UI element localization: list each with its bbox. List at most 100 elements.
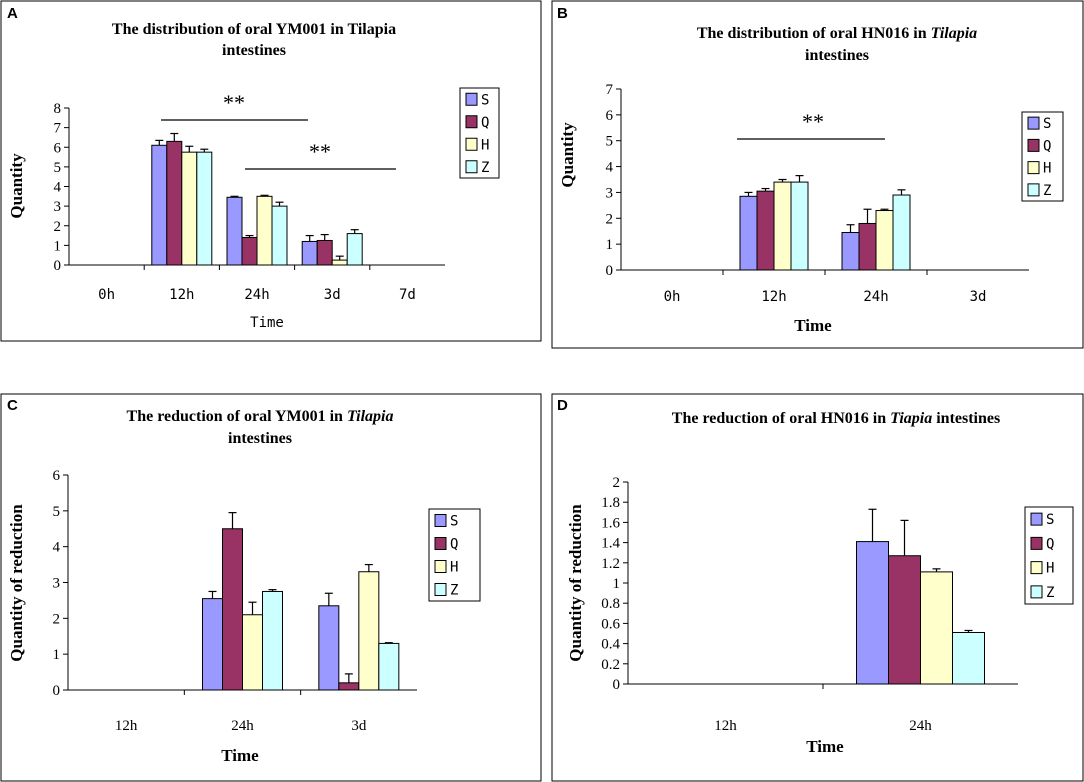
bar-q	[316, 239, 333, 266]
legend-label-z: Z	[481, 160, 489, 176]
legend-swatch-h	[1027, 161, 1040, 175]
legend-label-h: H	[1046, 561, 1054, 577]
x-tick-label: 24h	[244, 287, 269, 303]
legend-label-q: Q	[1043, 138, 1051, 154]
x-axis-label: Time	[221, 746, 259, 765]
panel-label-d: D	[557, 397, 568, 414]
x-tick-label: 24h	[231, 718, 254, 734]
legend-swatch-z	[465, 160, 478, 174]
y-tick-label: 1.6	[601, 515, 620, 531]
bar-z	[892, 194, 911, 271]
bar-q	[338, 682, 360, 691]
x-axis-label: Time	[806, 737, 844, 756]
y-tick-label: 4	[53, 540, 61, 556]
y-tick-label: 4	[54, 180, 62, 196]
bar-z	[790, 181, 809, 271]
legend-box	[428, 508, 481, 602]
legend-swatch-z	[1027, 183, 1040, 197]
x-tick-label: 12h	[761, 289, 786, 305]
legend-label-q: Q	[481, 115, 489, 131]
y-tick-label: 0	[613, 677, 621, 693]
y-tick-label: 1	[54, 238, 62, 254]
bar-q	[241, 237, 258, 266]
bar-q	[222, 528, 243, 691]
chart-title-segment: The distribution of oral YM001 in Tilapi…	[112, 21, 396, 38]
chart-panel-a: A The distribution of oral YM001 in Tila…	[0, 0, 542, 350]
legend-swatch-s	[465, 92, 478, 106]
legend-label-s: S	[1043, 116, 1051, 132]
y-tick-label: 3	[606, 185, 614, 201]
bar-z	[378, 642, 400, 691]
y-tick-label: 1.4	[601, 536, 620, 552]
chart-d-svg: The reduction of oral HN016 in Tiapia in…	[551, 393, 1084, 782]
y-tick-label: 2	[606, 211, 614, 227]
y-tick-label: 0.6	[601, 616, 620, 632]
y-tick-label: 1	[53, 647, 61, 663]
bar-s	[301, 240, 318, 266]
y-tick-label: 8	[54, 101, 62, 117]
legend-swatch-q	[465, 115, 478, 129]
chart-title-segment: intestines	[222, 42, 286, 59]
bar-s	[202, 598, 223, 691]
y-tick-label: 7	[54, 121, 62, 137]
legend-swatch-q	[1030, 536, 1043, 550]
y-tick-label: 7	[606, 82, 614, 98]
y-tick-label: 1	[613, 576, 621, 592]
chart-title-line: The distribution of oral YM001 in Tilapi…	[112, 21, 396, 38]
bar-s	[856, 541, 889, 685]
x-tick-label: 3d	[351, 718, 367, 734]
legend-swatch-s	[1030, 512, 1043, 526]
chart-title-line: The reduction of oral YM001 in Tilapia	[127, 408, 394, 425]
legend-swatch-z	[434, 583, 447, 596]
y-tick-label: 0.8	[601, 596, 620, 612]
x-tick-label: 12h	[115, 718, 138, 734]
bar-q	[756, 190, 775, 271]
y-tick-label: 1	[606, 237, 614, 253]
y-tick-label: 0.4	[601, 637, 620, 653]
y-tick-label: 2	[54, 219, 62, 235]
chart-title-segment: The reduction of oral YM001 in	[127, 408, 347, 425]
y-tick-label: 5	[53, 504, 61, 520]
x-tick-label: 7d	[399, 287, 416, 303]
x-tick-label: 24h	[863, 289, 888, 305]
chart-title-line: The distribution of oral HN016 in Tilapi…	[697, 25, 977, 42]
y-tick-label: 3	[53, 576, 61, 592]
y-axis-label: Quantity of reduction	[566, 504, 585, 662]
bar-z	[262, 590, 283, 691]
x-axis-label: Time	[250, 315, 284, 331]
legend-label-z: Z	[1043, 183, 1051, 199]
bar-h	[920, 571, 953, 685]
y-tick-label: 6	[53, 468, 61, 484]
bar-s	[841, 232, 860, 271]
chart-title-segment: Tilapia	[931, 25, 978, 42]
bar-h	[256, 195, 273, 266]
bar-h	[242, 614, 263, 691]
chart-panel-b: B The distribution of oral HN016 in Tila…	[551, 0, 1084, 350]
x-tick-label: 3d	[970, 289, 987, 305]
x-axis-label: Time	[794, 316, 832, 335]
bar-h	[181, 151, 198, 266]
x-tick-label: 12h	[169, 287, 194, 303]
legend-label-z: Z	[1046, 585, 1054, 601]
y-axis-label: Quantity	[7, 153, 26, 219]
y-tick-label: 6	[54, 140, 62, 156]
bar-s	[739, 195, 758, 271]
legend-label-q: Q	[450, 537, 458, 553]
bar-h	[331, 259, 348, 266]
legend-swatch-h	[465, 137, 478, 151]
legend-label-h: H	[481, 137, 489, 153]
legend-box	[459, 87, 500, 179]
x-tick-label: 0h	[664, 289, 681, 305]
y-tick-label: 0	[53, 683, 61, 699]
bar-z	[271, 205, 288, 266]
y-tick-label: 2	[613, 475, 621, 491]
bar-z	[196, 151, 213, 266]
legend-swatch-h	[1030, 561, 1043, 575]
x-tick-label: 3d	[324, 287, 341, 303]
panel-frame	[551, 0, 1084, 349]
legend-swatch-z	[1030, 585, 1043, 599]
panel-frame	[0, 393, 542, 782]
legend-box	[1024, 506, 1074, 605]
y-tick-label: 0	[606, 263, 614, 279]
legend-label-h: H	[1043, 161, 1051, 177]
